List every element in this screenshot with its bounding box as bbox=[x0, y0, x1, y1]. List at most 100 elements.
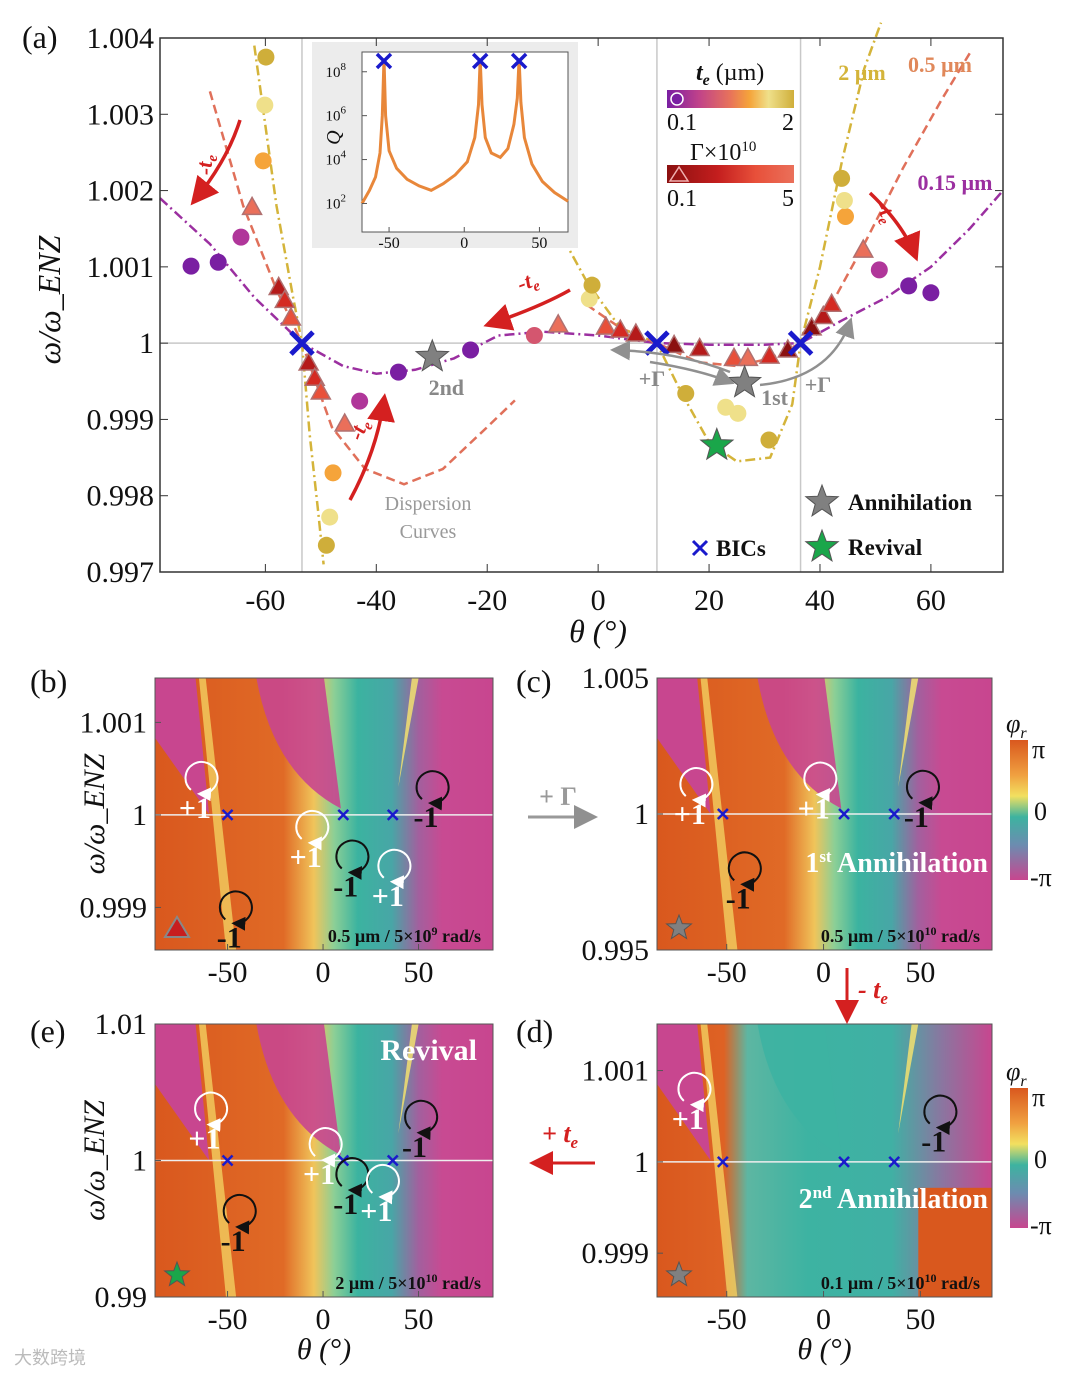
phase-colorbar bbox=[1010, 740, 1028, 880]
panel-label: (e) bbox=[30, 1013, 66, 1049]
te-data-point bbox=[836, 208, 854, 226]
bic-marker bbox=[888, 808, 901, 820]
inset-ylabel: Q bbox=[323, 130, 345, 145]
dispersion-curve bbox=[552, 22, 883, 463]
star-label: 1st bbox=[761, 385, 789, 410]
topological-charge-label: -1 bbox=[726, 882, 751, 915]
colorbar-title: φr bbox=[1006, 1057, 1027, 1090]
bic-marker bbox=[221, 1154, 234, 1167]
topological-charge-label: +1 bbox=[672, 1103, 704, 1136]
gamma-data-point bbox=[625, 322, 647, 342]
plus-gamma-label: +Γ bbox=[639, 366, 666, 391]
panel-label: (d) bbox=[516, 1013, 553, 1049]
topological-charge-label: +1 bbox=[188, 1123, 220, 1156]
gamma-data-point bbox=[595, 315, 617, 335]
label-prefix: 1 bbox=[805, 848, 819, 879]
triangle-marker-icon bbox=[163, 915, 191, 938]
gamma-data-point bbox=[310, 380, 332, 400]
gamma-data-point bbox=[274, 288, 296, 309]
te-data-point bbox=[257, 48, 275, 66]
gamma-legend-min: 0.1 bbox=[667, 186, 697, 212]
winding-arrow bbox=[365, 1164, 400, 1205]
phase-region bbox=[918, 1187, 992, 1297]
topological-charge-label: -1 bbox=[333, 871, 358, 904]
label-prefix: 2 bbox=[799, 1184, 813, 1215]
ytick-label: 1.001 bbox=[87, 251, 155, 284]
phase-region bbox=[757, 678, 842, 809]
colorbar-sub: r bbox=[1020, 725, 1027, 742]
label-text: Annihilation bbox=[832, 848, 989, 879]
curve-label-05um: 0.5 µm bbox=[908, 52, 972, 77]
q-factor-line bbox=[360, 58, 569, 205]
revival-label: Revival bbox=[380, 1034, 477, 1067]
xtick-label: 50 bbox=[905, 1303, 935, 1336]
winding-arrow bbox=[335, 839, 370, 880]
topological-charge-label: +1 bbox=[290, 841, 322, 874]
bic-marker bbox=[716, 808, 729, 820]
bic-marker bbox=[386, 809, 399, 821]
panel-label: (b) bbox=[30, 663, 67, 699]
annihilation-label: 1st Annihilation bbox=[805, 847, 988, 879]
bic-marker bbox=[838, 808, 850, 820]
star-marker-icon bbox=[665, 1260, 693, 1287]
star-marker bbox=[699, 426, 735, 461]
ytick-label: 1.002 bbox=[87, 175, 155, 208]
te-data-point bbox=[351, 392, 369, 410]
gamma-data-point bbox=[688, 336, 711, 357]
ytick-label: 0.995 bbox=[582, 934, 650, 967]
phase-region bbox=[155, 678, 210, 814]
ytick-label: 0.999 bbox=[87, 403, 155, 436]
gamma-legend-title: Γ×1010 bbox=[690, 139, 756, 166]
xtick-label: -50 bbox=[208, 956, 248, 989]
plus-gamma-label: +Γ bbox=[805, 372, 832, 397]
ytick-label: 1.001 bbox=[80, 706, 148, 739]
inset-bic-marker bbox=[471, 52, 489, 70]
phase-map-panel: (b)+1+1-1 +1-1-1-50 0 500.99911.001ω/ω_ENZ0… bbox=[30, 663, 494, 989]
direction-arrow bbox=[348, 393, 395, 501]
axes-frame bbox=[159, 37, 1004, 573]
te-data-point bbox=[324, 464, 342, 482]
ytick-label: 0.99 bbox=[95, 1281, 148, 1314]
topological-charge-label: +1 bbox=[303, 1158, 335, 1191]
topological-charge-label: -1 bbox=[333, 1188, 358, 1221]
winding-arrow bbox=[377, 848, 412, 890]
xtick-label: 0 bbox=[816, 1303, 831, 1336]
minus-te-label: -te bbox=[514, 266, 543, 300]
triangle-symbol-icon bbox=[668, 165, 690, 182]
te-data-point bbox=[900, 277, 918, 295]
te-data-point bbox=[317, 536, 335, 554]
caption-unit: rad/s bbox=[936, 926, 980, 946]
ytick-label: 1.004 bbox=[87, 22, 155, 55]
xtick-label: 50 bbox=[404, 956, 434, 989]
winding-arrow bbox=[194, 1091, 229, 1132]
ytick-label: 0.999 bbox=[80, 891, 148, 924]
winding-arrow bbox=[335, 1157, 370, 1198]
legend-revival: Revival bbox=[848, 535, 922, 560]
star-marker-icon bbox=[665, 913, 693, 940]
ytick-label: 1.001 bbox=[582, 1055, 650, 1088]
xtick-label: -50 bbox=[707, 1303, 747, 1336]
label-sup: st bbox=[819, 847, 832, 866]
xtick-label: 0 bbox=[316, 1303, 331, 1336]
x-axis-label: θ (°) bbox=[297, 1333, 351, 1366]
xtick-label: 0 bbox=[816, 956, 831, 989]
curve-label-2um: 2 µm bbox=[838, 60, 886, 85]
topological-charge-label: +1 bbox=[179, 792, 211, 825]
gamma-data-point bbox=[333, 412, 356, 432]
winding-arrow bbox=[308, 1127, 343, 1168]
colorbar-min: -π bbox=[1030, 1211, 1052, 1240]
gamma-legend-exp: 10 bbox=[741, 139, 756, 155]
te-legend-title: te (µm) bbox=[696, 60, 764, 89]
caption-unit: rad/s bbox=[437, 1273, 481, 1293]
bic-marker bbox=[386, 1154, 399, 1167]
label-sup: nd bbox=[813, 1183, 832, 1202]
xtick-label: 0 bbox=[316, 956, 331, 989]
gamma-legend-max: 5 bbox=[782, 186, 794, 212]
ytick-label: 1 bbox=[634, 798, 649, 831]
bic-marker bbox=[289, 330, 315, 356]
xtick-label: -20 bbox=[467, 584, 507, 617]
xtick-label: 60 bbox=[916, 584, 946, 617]
ytick-label: 1.005 bbox=[582, 662, 650, 695]
colorbar-min: -π bbox=[1030, 863, 1052, 892]
